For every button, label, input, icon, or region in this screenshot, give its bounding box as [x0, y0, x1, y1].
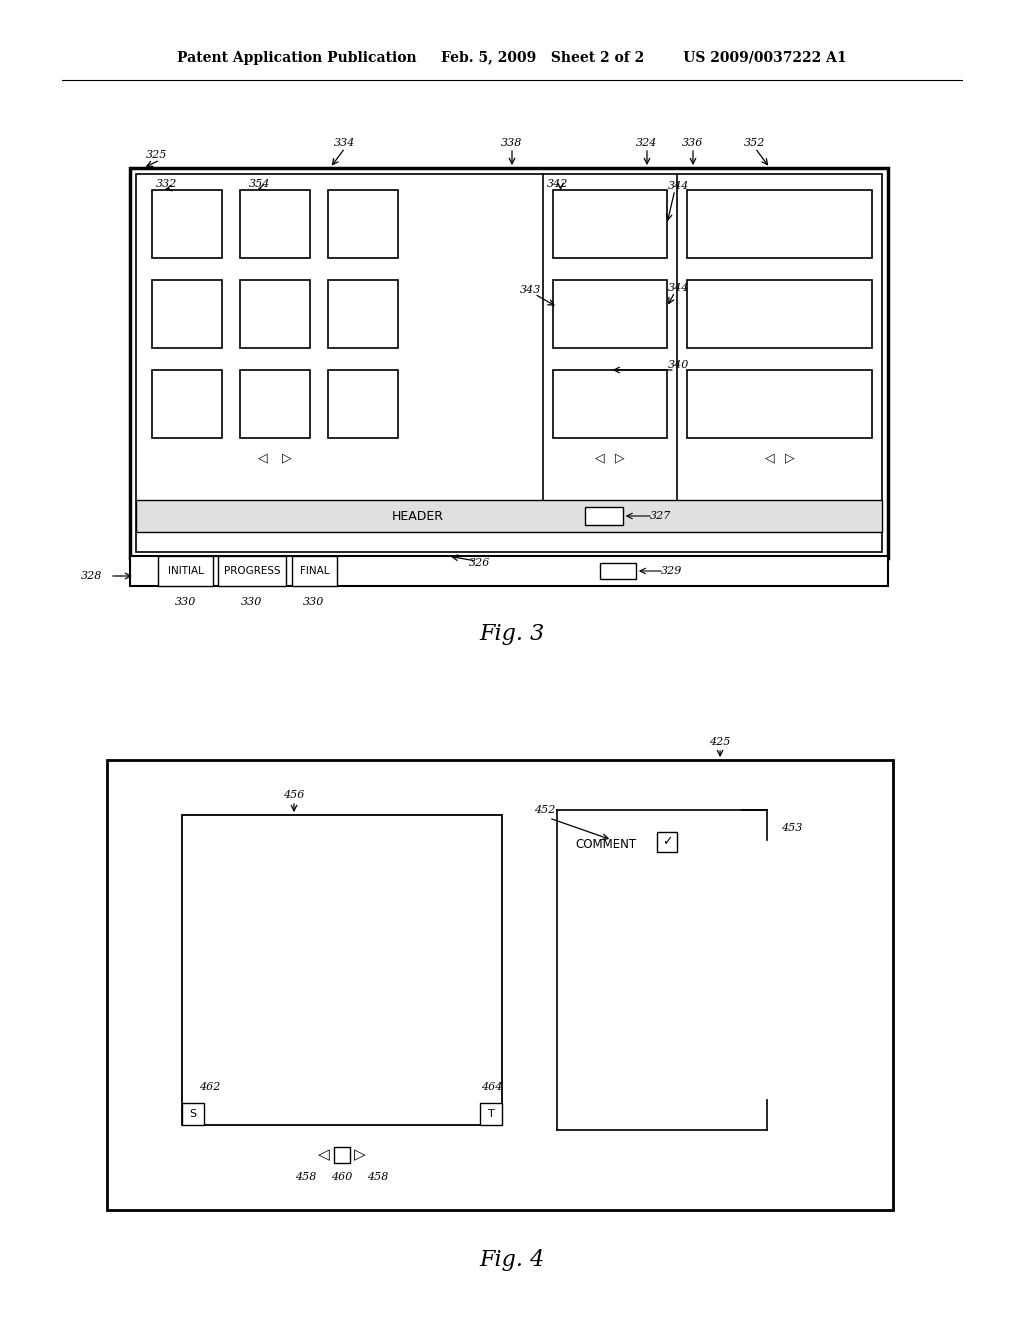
Text: Patent Application Publication     Feb. 5, 2009   Sheet 2 of 2        US 2009/00: Patent Application Publication Feb. 5, 2…: [177, 51, 847, 65]
Text: 330: 330: [303, 597, 325, 607]
Text: 343: 343: [520, 285, 542, 294]
Bar: [328, 370, 398, 438]
Bar: [152, 190, 222, 257]
Bar: [600, 564, 636, 579]
Bar: [553, 370, 667, 438]
Text: 425: 425: [710, 737, 731, 747]
Text: 340: 340: [669, 360, 689, 370]
Text: 324: 324: [636, 139, 657, 148]
Text: 336: 336: [682, 139, 703, 148]
Text: ◁: ◁: [765, 451, 774, 465]
Text: T: T: [487, 1109, 495, 1119]
Bar: [687, 190, 872, 257]
Bar: [292, 556, 337, 586]
Bar: [687, 370, 872, 438]
Text: 328: 328: [81, 572, 102, 581]
Text: ▷: ▷: [784, 451, 795, 465]
Bar: [152, 370, 222, 438]
Text: 334: 334: [334, 139, 355, 148]
Text: Fig. 3: Fig. 3: [479, 623, 545, 645]
Text: 330: 330: [242, 597, 263, 607]
Text: ◁: ◁: [595, 451, 604, 465]
Bar: [130, 168, 888, 558]
Text: 352: 352: [744, 139, 766, 148]
Bar: [328, 280, 398, 348]
Text: 464: 464: [481, 1082, 503, 1092]
Bar: [182, 1104, 204, 1125]
Bar: [240, 370, 310, 438]
Text: INITIAL: INITIAL: [168, 566, 204, 576]
Text: PROGRESS: PROGRESS: [223, 566, 281, 576]
Text: 342: 342: [547, 180, 568, 189]
Bar: [585, 507, 623, 525]
Bar: [480, 1104, 502, 1125]
Bar: [152, 280, 222, 348]
Bar: [240, 190, 310, 257]
Text: 326: 326: [469, 558, 490, 568]
Text: ▷: ▷: [614, 451, 625, 465]
Bar: [553, 280, 667, 348]
Text: 452: 452: [535, 805, 556, 814]
Text: 325: 325: [146, 150, 168, 160]
Bar: [240, 280, 310, 348]
Text: 460: 460: [332, 1172, 352, 1181]
Text: 329: 329: [662, 566, 683, 576]
Text: HEADER: HEADER: [392, 510, 444, 523]
Text: 458: 458: [295, 1172, 316, 1181]
Bar: [136, 174, 882, 552]
Bar: [334, 1147, 350, 1163]
Text: ▷: ▷: [283, 451, 292, 465]
Text: 338: 338: [502, 139, 522, 148]
Text: ◁: ◁: [318, 1147, 330, 1163]
Text: 344: 344: [669, 282, 689, 293]
Bar: [687, 280, 872, 348]
Text: 330: 330: [175, 597, 197, 607]
Bar: [182, 814, 502, 1125]
Bar: [553, 190, 667, 257]
Bar: [218, 556, 286, 586]
Bar: [158, 556, 213, 586]
Text: 462: 462: [200, 1082, 221, 1092]
Text: ▷: ▷: [354, 1147, 366, 1163]
Text: Fig. 4: Fig. 4: [479, 1249, 545, 1271]
Bar: [328, 190, 398, 257]
Text: FINAL: FINAL: [300, 566, 330, 576]
Text: 456: 456: [284, 789, 305, 800]
Text: 354: 354: [249, 180, 270, 189]
Text: 458: 458: [368, 1172, 389, 1181]
Bar: [106, 760, 893, 1210]
Text: COMMENT: COMMENT: [575, 838, 636, 851]
Text: ◁: ◁: [258, 451, 268, 465]
Text: 327: 327: [650, 511, 672, 521]
Bar: [657, 832, 677, 851]
Text: S: S: [189, 1109, 197, 1119]
Text: 344: 344: [669, 181, 689, 191]
Bar: [136, 500, 882, 532]
Bar: [130, 556, 888, 586]
Text: ✓: ✓: [662, 836, 672, 849]
Text: 453: 453: [781, 822, 803, 833]
Text: 332: 332: [157, 180, 178, 189]
